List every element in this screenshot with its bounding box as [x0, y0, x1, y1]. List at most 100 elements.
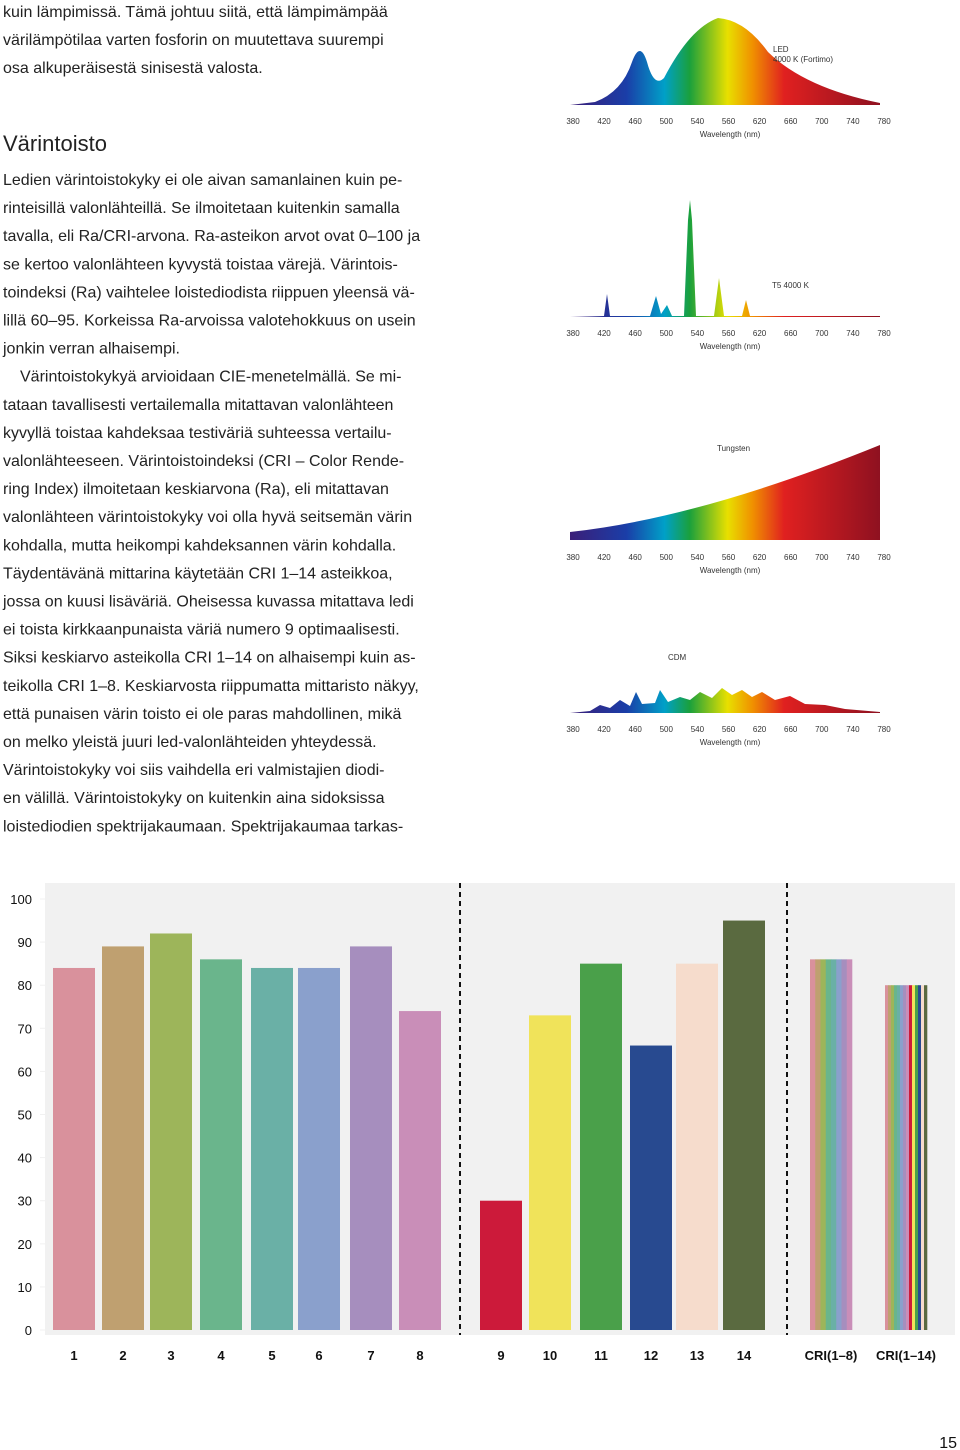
spectrum-label: T5 4000 K	[772, 281, 810, 290]
bar-stripe	[836, 959, 842, 1330]
spectrum-tungsten	[570, 445, 880, 540]
bar	[53, 967, 95, 1330]
bar	[150, 933, 192, 1330]
body-line: Ledien värintoistokyky ei ole aivan sama…	[3, 172, 402, 189]
x-tick-label: 4	[217, 1348, 225, 1363]
body-line: on melko yleistä juuri led-valonlähteide…	[3, 734, 377, 751]
spectrum-tick-label: 620	[753, 117, 767, 126]
bar	[350, 946, 392, 1330]
body-line: rinteisillä valonlähteillä. Se ilmoiteta…	[3, 200, 400, 217]
spectrum-tick-label: 700	[815, 117, 829, 126]
spectrum-tick-label: 380	[566, 329, 580, 338]
spectrum-tick-label: 380	[566, 725, 580, 734]
bar-stripe	[912, 985, 916, 1330]
body-line: Värintoistokyky voi siis vaihdella eri v…	[3, 762, 384, 779]
x-tick-label: 12	[644, 1348, 658, 1363]
x-tick-label: 9	[497, 1348, 504, 1363]
spectrum-tick-label: 540	[691, 329, 705, 338]
spectrum-tick-label: 380	[566, 553, 580, 562]
bar	[529, 1015, 571, 1330]
body-line: kuin lämpimissä. Tämä johtuu siitä, että…	[3, 4, 388, 21]
x-tick-label: CRI(1–8)	[805, 1348, 858, 1363]
bar-stripe	[888, 985, 892, 1330]
spectrum-tick-label: 740	[846, 725, 860, 734]
x-tick-label: 3	[167, 1348, 174, 1363]
y-tick-label: 90	[18, 935, 32, 950]
y-tick-label: 20	[18, 1237, 32, 1252]
y-tick-label: 70	[18, 1021, 32, 1036]
spectrum-tick-label: 700	[815, 553, 829, 562]
bar-stripe	[825, 959, 832, 1330]
spectrum-tick-label: 620	[753, 725, 767, 734]
bar-stripe	[918, 985, 922, 1330]
bar	[723, 920, 765, 1330]
body-line: teikolla CRI 1–8. Keskiarvosta riippumat…	[3, 678, 419, 695]
body-line: jonkin verran alhaisempi.	[2, 341, 180, 358]
spectrum-tick-label: 780	[877, 117, 891, 126]
y-tick-label: 60	[18, 1064, 32, 1079]
spectrum-tick-label: 700	[815, 725, 829, 734]
spectrum-tick-label: 660	[784, 553, 798, 562]
bar-stripe	[897, 985, 901, 1330]
spectrum-tick-label: 560	[722, 117, 736, 126]
body-line: valonlähteeseen. Värintoistoindeksi (CRI…	[3, 453, 404, 470]
page-number: 15	[939, 1435, 957, 1450]
spectrum-tick-label: 460	[629, 553, 643, 562]
bar	[480, 1200, 522, 1330]
spectrum-tick-label: 420	[597, 553, 611, 562]
bar	[102, 946, 144, 1330]
body-line: tataan tavallisesti vertailemalla mitatt…	[3, 397, 393, 414]
body-line: se kertoo valonlähteen kyvystä toistaa v…	[3, 256, 398, 273]
spectrum-tick-label: 620	[753, 553, 767, 562]
x-tick-label: 8	[416, 1348, 423, 1363]
spectrum-tick-label: 660	[784, 117, 798, 126]
bar	[200, 959, 242, 1330]
spectrum-tick-label: 780	[877, 553, 891, 562]
body-line: osa alkuperäisestä sinisestä valosta.	[3, 60, 263, 77]
bar	[810, 959, 853, 1330]
bar-stripe	[921, 985, 925, 1330]
body-line: Täydentävänä mittarina käytetään CRI 1–1…	[3, 565, 393, 582]
x-tick-label: 10	[543, 1348, 557, 1363]
body-line: kyvyllä toistaa kahdeksaa testiväriä suh…	[3, 425, 392, 442]
bar	[630, 1045, 672, 1330]
y-tick-label: 80	[18, 978, 32, 993]
spectrum-tick-label: 420	[597, 725, 611, 734]
y-tick-label: 30	[18, 1194, 32, 1209]
body-line: jossa on kuusi lisäväriä. Oheisessa kuva…	[2, 594, 414, 611]
spectrum-tick-label: 740	[846, 553, 860, 562]
spectrum-tick-label: 660	[784, 329, 798, 338]
spectrum-label: 4000 K (Fortimo)	[773, 55, 833, 64]
bar-stripe	[815, 959, 821, 1330]
spectrum-tick-label: 740	[846, 329, 860, 338]
y-tick-label: 10	[18, 1280, 32, 1295]
spectrum-tick-label: 660	[784, 725, 798, 734]
body-line: toindeksi (Ra) vaihtelee loistediodista …	[3, 284, 415, 301]
section-heading: Värintoisto	[3, 131, 107, 156]
body-line: Siksi keskiarvo asteikolla CRI 1–14 on a…	[3, 650, 416, 667]
spectra-illustrations	[570, 18, 880, 713]
bar-stripe	[885, 985, 889, 1330]
x-tick-label: 5	[268, 1348, 275, 1363]
spectrum-led	[570, 18, 880, 105]
body-line: tavalla, eli Ra/CRI-arvona. Ra-asteikon …	[3, 228, 420, 245]
spectrum-axis-label: Wavelength (nm)	[700, 566, 761, 575]
body-line: ei toista kirkkaanpunaista väriä numero …	[3, 622, 400, 639]
bar-stripe	[906, 985, 910, 1330]
spectrum-tick-label: 540	[691, 117, 705, 126]
body-line: värilämpötilaa varten fosforin on muutet…	[3, 32, 384, 49]
spectrum-tick-label: 780	[877, 329, 891, 338]
bar	[298, 967, 340, 1330]
bar-stripe	[846, 959, 853, 1330]
spectrum-cdm	[570, 688, 880, 713]
spectrum-tick-label: 560	[722, 329, 736, 338]
x-tick-label: 2	[119, 1348, 126, 1363]
x-tick-label: 13	[690, 1348, 704, 1363]
spectrum-tick-label: 560	[722, 553, 736, 562]
spectrum-tick-label: 700	[815, 329, 829, 338]
spectrum-tick-label: 500	[660, 725, 674, 734]
x-tick-label: 14	[737, 1348, 752, 1363]
bar-stripe	[891, 985, 895, 1330]
y-tick-label: 50	[18, 1108, 32, 1123]
